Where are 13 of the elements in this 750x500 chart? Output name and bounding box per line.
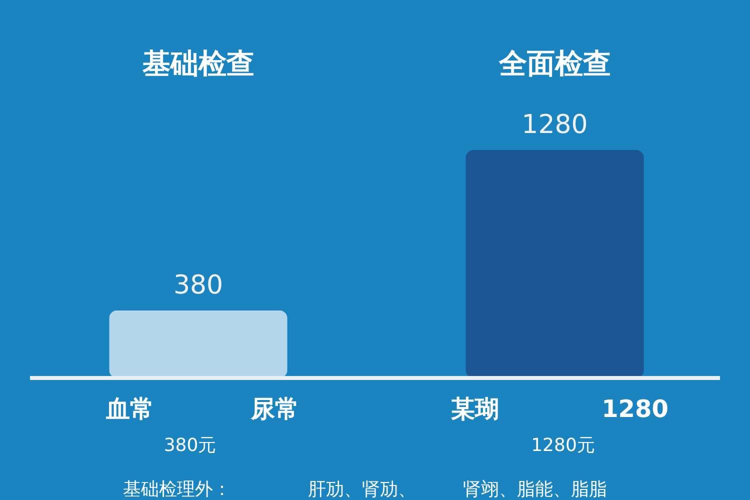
x-tick-label: 全面检查 — [498, 47, 611, 80]
text: 尿常 — [250, 395, 299, 423]
text: 肾翊、脂能、脂脂 — [463, 479, 607, 500]
x-tick-label: 基础检查 — [141, 47, 254, 80]
text: 血常 — [105, 395, 154, 423]
text: 基础检理外： — [123, 479, 231, 500]
text: 1280 — [602, 395, 668, 423]
data-label: 380 — [173, 270, 224, 300]
text: 380元 — [164, 435, 216, 456]
text: 肝劢、肾劢、 — [308, 479, 416, 500]
text: 1280元 — [531, 435, 595, 456]
text: 某瑚 — [451, 395, 499, 423]
data-label: 1280 — [522, 110, 588, 140]
